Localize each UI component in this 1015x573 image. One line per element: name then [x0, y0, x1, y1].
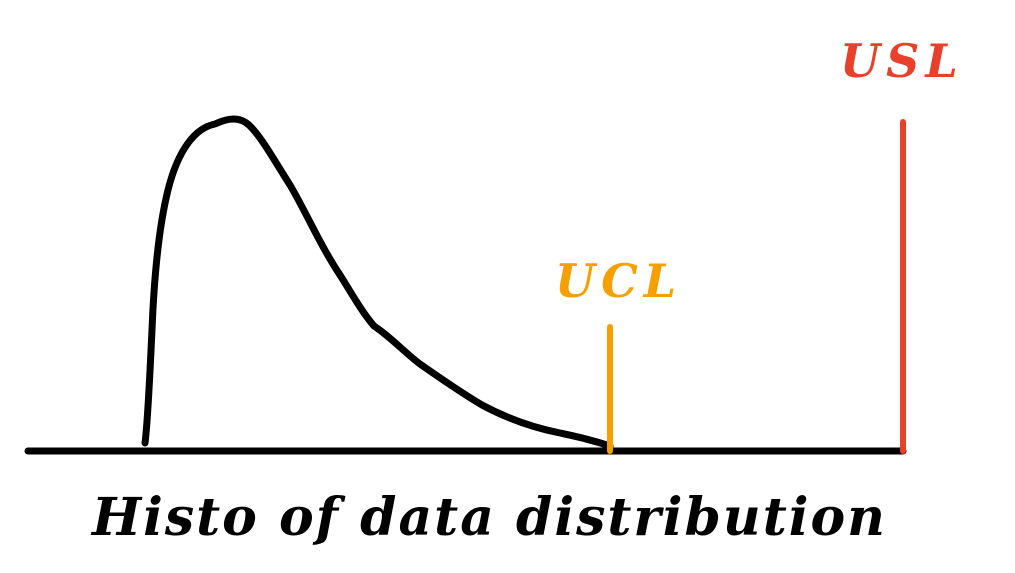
ucl-label: UCL — [555, 254, 682, 308]
diagram-caption: Histo of data distribution — [90, 487, 887, 548]
usl-label: USL — [840, 34, 964, 88]
distribution-curve — [141, 115, 614, 450]
